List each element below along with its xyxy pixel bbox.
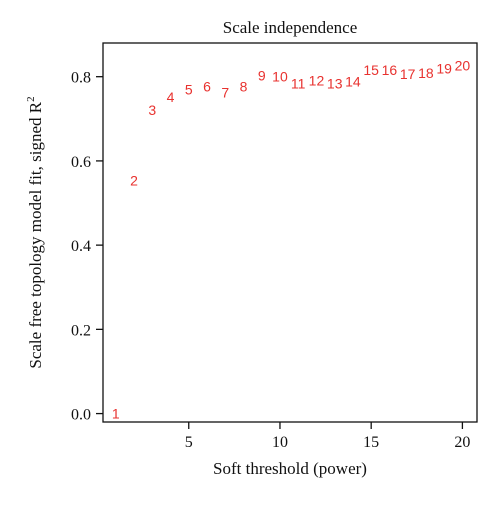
data-point-18: 18: [418, 65, 434, 81]
data-point-3: 3: [148, 102, 156, 118]
y-axis-label-superscript: 2: [25, 96, 37, 102]
y-axis: 0.0 0.2 0.4 0.6 0.8: [71, 70, 103, 424]
y-tick-label: 0.4: [71, 238, 91, 255]
data-point-14: 14: [345, 73, 361, 89]
data-point-7: 7: [221, 85, 229, 101]
y-axis-label: Scale free topology model fit, signed R2: [25, 96, 45, 368]
x-axis: 5 10 15 20: [185, 422, 470, 451]
data-point-4: 4: [167, 89, 175, 105]
data-point-17: 17: [400, 66, 416, 82]
data-point-8: 8: [240, 78, 248, 94]
data-point-20: 20: [455, 58, 471, 74]
data-point-13: 13: [327, 75, 343, 91]
data-point-5: 5: [185, 81, 193, 97]
y-tick-label: 0.6: [71, 154, 91, 171]
data-point-16: 16: [382, 62, 398, 78]
chart-title: Scale independence: [223, 18, 358, 37]
x-tick-label: 20: [454, 434, 470, 451]
x-axis-label: Soft threshold (power): [213, 459, 367, 478]
data-point-11: 11: [291, 75, 306, 91]
data-point-15: 15: [363, 62, 379, 78]
plot-frame: [102, 42, 478, 423]
y-tick-label: 0.8: [71, 70, 91, 87]
data-point-10: 10: [272, 69, 288, 85]
data-point-2: 2: [130, 173, 138, 189]
data-point-6: 6: [203, 78, 211, 94]
data-point-9: 9: [258, 67, 266, 83]
data-point-1: 1: [112, 406, 120, 422]
x-tick-label: 5: [185, 434, 193, 451]
data-point-19: 19: [436, 61, 452, 77]
y-tick-label: 0.2: [71, 322, 91, 339]
y-tick-label: 0.0: [71, 407, 91, 424]
data-point-12: 12: [309, 72, 325, 88]
y-axis-label-main: Scale free topology model fit, signed R: [26, 101, 45, 368]
x-tick-label: 10: [272, 434, 288, 451]
x-tick-label: 15: [363, 434, 379, 451]
